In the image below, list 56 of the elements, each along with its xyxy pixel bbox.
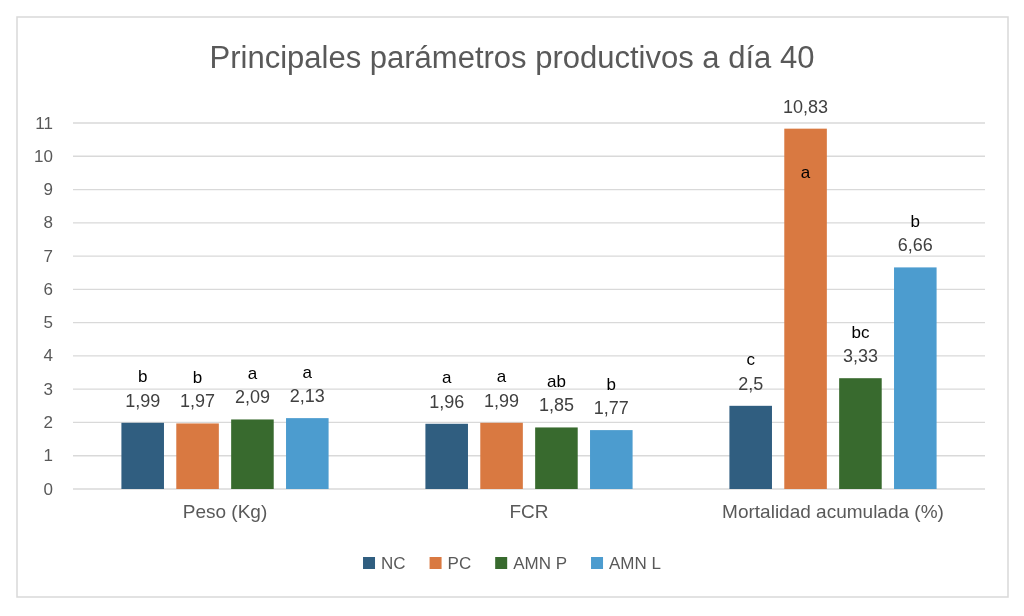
y-tick-label: 11 [35,113,53,133]
data-label: 3,33 [842,346,878,367]
y-tick-label: 2 [43,412,53,432]
data-label: 1,97 [180,391,216,412]
y-tick-label: 3 [43,379,53,399]
annotation: b [910,211,921,231]
legend-label: NC [381,553,406,573]
annotation: a [800,163,811,183]
annotation: a [496,367,507,387]
annotation: a [441,368,452,388]
bar [480,422,523,489]
chart-title: Principales parámetros productivos a día 40 [209,39,815,75]
legend-label: AMN L [609,553,661,573]
data-label: 1,96 [429,391,465,412]
bar [535,427,578,489]
y-tick-label: 1 [43,446,53,466]
annotation: c [746,350,756,370]
data-label: 2,5 [738,373,764,394]
x-tick-label: Peso (Kg) [182,500,268,522]
annotation: b [606,374,617,394]
legend-label: PC [447,553,472,573]
bar [425,423,468,489]
annotation: ab [546,371,566,391]
bar [839,378,882,489]
bar [121,422,164,489]
data-label: 2,09 [234,387,270,408]
y-tick-label: 9 [43,180,53,200]
bar [176,423,219,489]
y-tick-label: 8 [43,213,53,233]
annotation: bc [851,322,870,342]
y-tick-label: 0 [43,479,53,499]
bar [590,430,633,489]
bar [231,419,274,489]
x-tick-label: FCR [509,500,549,522]
y-tick-label: 7 [43,246,53,266]
annotation: a [247,363,258,383]
bar [784,128,827,489]
data-label: 1,85 [538,395,574,416]
bar [286,418,329,489]
data-label: 1,99 [125,390,161,411]
annotation: a [302,362,313,382]
data-label: 1,77 [593,398,629,419]
bar [729,405,772,489]
annotation: b [192,367,203,387]
legend-label: AMN P [513,553,568,573]
data-label: 10,83 [783,96,829,117]
bar [894,267,937,489]
data-label: 6,66 [897,235,933,256]
y-tick-label: 4 [43,346,53,366]
data-label: 2,13 [289,386,325,407]
x-tick-label: Mortalidad acumulada (%) [722,500,944,522]
y-tick-label: 10 [34,146,53,166]
data-label: 1,99 [484,390,520,411]
y-tick-label: 5 [43,313,53,333]
y-tick-label: 6 [43,279,53,299]
annotation: b [137,367,148,387]
